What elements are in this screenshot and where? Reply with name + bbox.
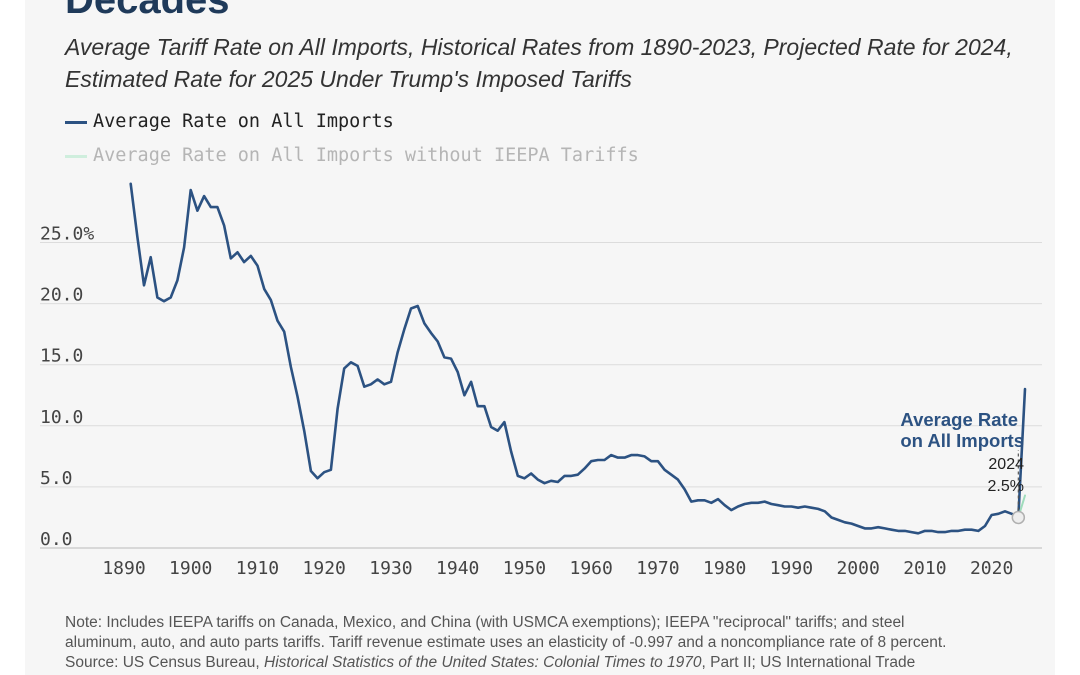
legend-swatch-without-ieepa: [65, 154, 87, 158]
x-tick-label: 1960: [570, 558, 613, 579]
legend-label-without-ieepa: Average Rate on All Imports without IEEP…: [93, 145, 639, 166]
x-tick-label: 1920: [303, 558, 346, 579]
chart-subtitle: Average Tariff Rate on All Imports, Hist…: [65, 34, 1013, 92]
annotation-label-line-2: on All Imports: [900, 430, 1024, 451]
source-title: Historical Statistics of the United Stat…: [264, 654, 702, 671]
chart-note: Note: Includes IEEPA tariffs on Canada, …: [65, 613, 1055, 673]
x-tick-label: 2020: [970, 558, 1013, 579]
chart-card: Decades Average Tariff Rate on All Impor…: [25, 0, 1055, 675]
x-tick-label: 2000: [836, 558, 879, 579]
line-chart: 0.0 5.0 10.0 15.0 20.0 25.0% 1890 1900 1910 1920 1…: [40, 182, 1042, 579]
y-tick-label: 0.0: [40, 529, 73, 550]
highlight-point-2024: [1011, 510, 1026, 525]
legend-label-average-rate: Average Rate on All Imports: [93, 111, 394, 132]
y-tick-label: 10.0: [40, 407, 83, 428]
x-tick-label: 1890: [102, 558, 145, 579]
source-prefix: Source: US Census Bureau,: [65, 654, 265, 671]
annotation-label-line-1: Average Rate: [900, 409, 1018, 430]
source-suffix: , Part II; US International Trade: [701, 654, 916, 671]
legend-item-without-ieepa[interactable]: Average Rate on All Imports without IEEP…: [65, 145, 639, 166]
note-line-3: Source: US Census Bureau, Historical Sta…: [65, 653, 1055, 673]
x-tick-label: 1970: [636, 558, 679, 579]
chart-title: Decades: [65, 0, 230, 22]
x-tick-label: 1910: [236, 558, 279, 579]
y-tick-label: 25.0%: [40, 224, 94, 245]
legend-item-average-rate[interactable]: Average Rate on All Imports: [65, 111, 394, 132]
y-tick-label: 5.0: [40, 468, 73, 489]
x-tick-label: 1900: [169, 558, 212, 579]
x-tick-label: 1990: [770, 558, 813, 579]
y-tick-label: 20.0: [40, 285, 83, 306]
note-line-2: aluminum, auto, and auto parts tariffs. …: [65, 634, 947, 651]
x-tick-label: 1940: [436, 558, 479, 579]
series-line-average-rate: [129, 182, 1027, 535]
y-tick-label: 15.0: [40, 346, 83, 367]
x-tick-label: 1980: [703, 558, 746, 579]
legend-swatch-average-rate: [65, 120, 87, 124]
x-tick-label: 1930: [369, 558, 412, 579]
x-tick-label: 1950: [503, 558, 546, 579]
x-tick-label: 2010: [903, 558, 946, 579]
note-line-1: Note: Includes IEEPA tariffs on Canada, …: [65, 614, 905, 631]
annotation-year: 2024: [988, 456, 1024, 473]
annotation-value: 2.5%: [988, 478, 1024, 495]
